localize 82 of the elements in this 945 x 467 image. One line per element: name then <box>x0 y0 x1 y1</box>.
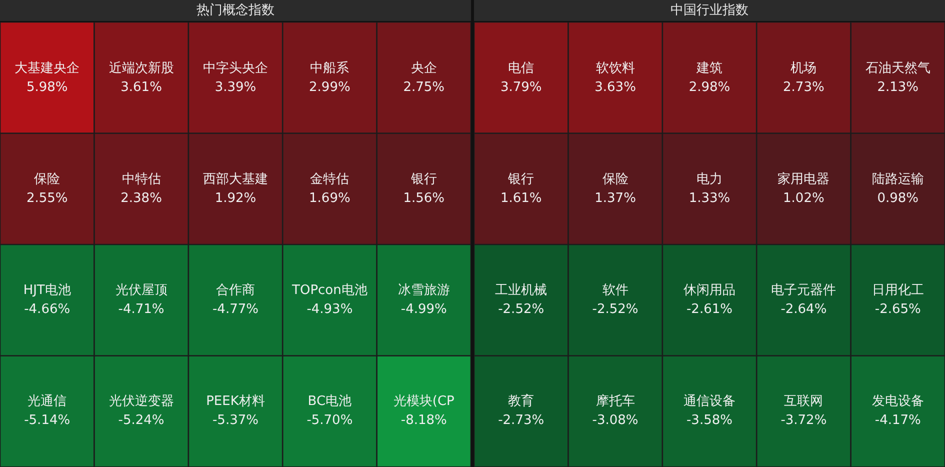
data-label: -3.58% <box>686 412 732 430</box>
category-label: 教育 <box>508 392 534 412</box>
header-strip: 热门概念指数 <box>0 0 471 22</box>
category-label: 光伏逆变器 <box>108 393 174 412</box>
data-label: -2.64% <box>780 301 827 320</box>
category-label: 家用电器 <box>778 170 830 189</box>
data-label: 2.99% <box>309 78 350 97</box>
data-label: -2.73% <box>498 412 544 430</box>
header-strip: 中国行业指数 <box>474 0 945 22</box>
data-label: 0.98% <box>877 190 919 208</box>
data-label: 3.63% <box>594 78 636 97</box>
category-label: TOPcon电池 <box>292 282 368 300</box>
data-label: 1.56% <box>403 190 445 208</box>
category-label: BC电池 <box>308 393 352 412</box>
data-label: 1.92% <box>214 190 256 208</box>
category-label: 大基建央企 <box>14 60 80 78</box>
category-label: 金特估 <box>310 170 350 189</box>
category-label: HJT电池 <box>23 282 71 300</box>
data-label: 5.98% <box>26 78 68 97</box>
data-label: -5.37% <box>212 412 258 430</box>
category-label: 电子元器件 <box>771 282 836 300</box>
category-label: 通信设备 <box>683 393 736 412</box>
data-label: 2.75% <box>403 78 445 97</box>
category-label: 保险 <box>34 170 60 189</box>
data-label: 3.39% <box>214 78 256 97</box>
category-label: 光通信 <box>28 393 67 412</box>
category-label: 央企 <box>410 60 437 78</box>
data-label: -4.66% <box>24 301 70 320</box>
data-label: 2.38% <box>120 190 162 208</box>
category-label: 保险 <box>602 170 628 189</box>
category-label: 摩托车 <box>596 393 635 412</box>
data-label: -5.24% <box>118 412 164 430</box>
data-label: -4.77% <box>212 301 258 320</box>
category-label: 中特估 <box>122 170 161 189</box>
data-label: -8.18% <box>400 412 447 430</box>
data-label: -3.72% <box>780 412 827 430</box>
category-label: 银行 <box>410 170 437 189</box>
category-label: 机场 <box>790 60 817 78</box>
category-label: 合作商 <box>216 282 255 300</box>
data-label: -2.65% <box>874 301 921 320</box>
data-label: -4.71% <box>118 301 164 320</box>
data-label: 1.02% <box>783 190 824 208</box>
category-label: 电信 <box>508 60 534 78</box>
data-label: 1.37% <box>594 190 636 208</box>
category-label: 银行 <box>508 170 534 189</box>
data-label: 2.13% <box>877 78 919 97</box>
data-label: -5.70% <box>306 412 353 430</box>
data-label: 2.98% <box>688 78 730 97</box>
category-label: 工业机械 <box>495 282 548 300</box>
category-label: 中字头央企 <box>202 60 268 78</box>
category-label: 光伏屋顶 <box>115 282 168 300</box>
category-label: 近端次新股 <box>108 60 174 78</box>
category-label: 电力 <box>696 170 722 189</box>
category-label: 西部大基建 <box>202 170 268 189</box>
category-label: PEEK材料 <box>206 393 265 412</box>
data-label: -4.99% <box>400 301 447 320</box>
category-label: 休闲用品 <box>683 282 736 300</box>
data-label: 2.73% <box>783 78 824 97</box>
category-label: 陆路运输 <box>872 170 924 189</box>
data-label: 2.55% <box>26 190 68 208</box>
category-label: 中船系 <box>310 60 350 78</box>
category-label: 冰雪旅游 <box>398 282 450 300</box>
category-label: 日用化工 <box>872 282 924 300</box>
category-label: 软件 <box>602 282 628 300</box>
data-label: -2.52% <box>498 301 544 320</box>
category-label: 软饮料 <box>596 60 635 78</box>
data-label: 3.61% <box>120 78 162 97</box>
data-label: -5.14% <box>24 412 70 430</box>
category-label: 光模块(CP <box>393 393 454 412</box>
category-label: 发电设备 <box>872 393 924 412</box>
data-label: -4.93% <box>306 301 353 320</box>
category-label: 互联网 <box>784 393 824 412</box>
data-label: -2.61% <box>686 301 732 320</box>
data-label: -4.17% <box>874 412 921 430</box>
category-label: 建筑 <box>696 60 722 78</box>
data-label: 1.69% <box>309 190 350 208</box>
data-label: 3.79% <box>500 78 542 97</box>
data-label: 1.61% <box>500 190 542 208</box>
data-label: -3.08% <box>592 412 638 430</box>
data-label: 1.33% <box>688 190 730 208</box>
data-label: -2.52% <box>592 301 638 320</box>
category-label: 石油天然气 <box>865 60 930 78</box>
